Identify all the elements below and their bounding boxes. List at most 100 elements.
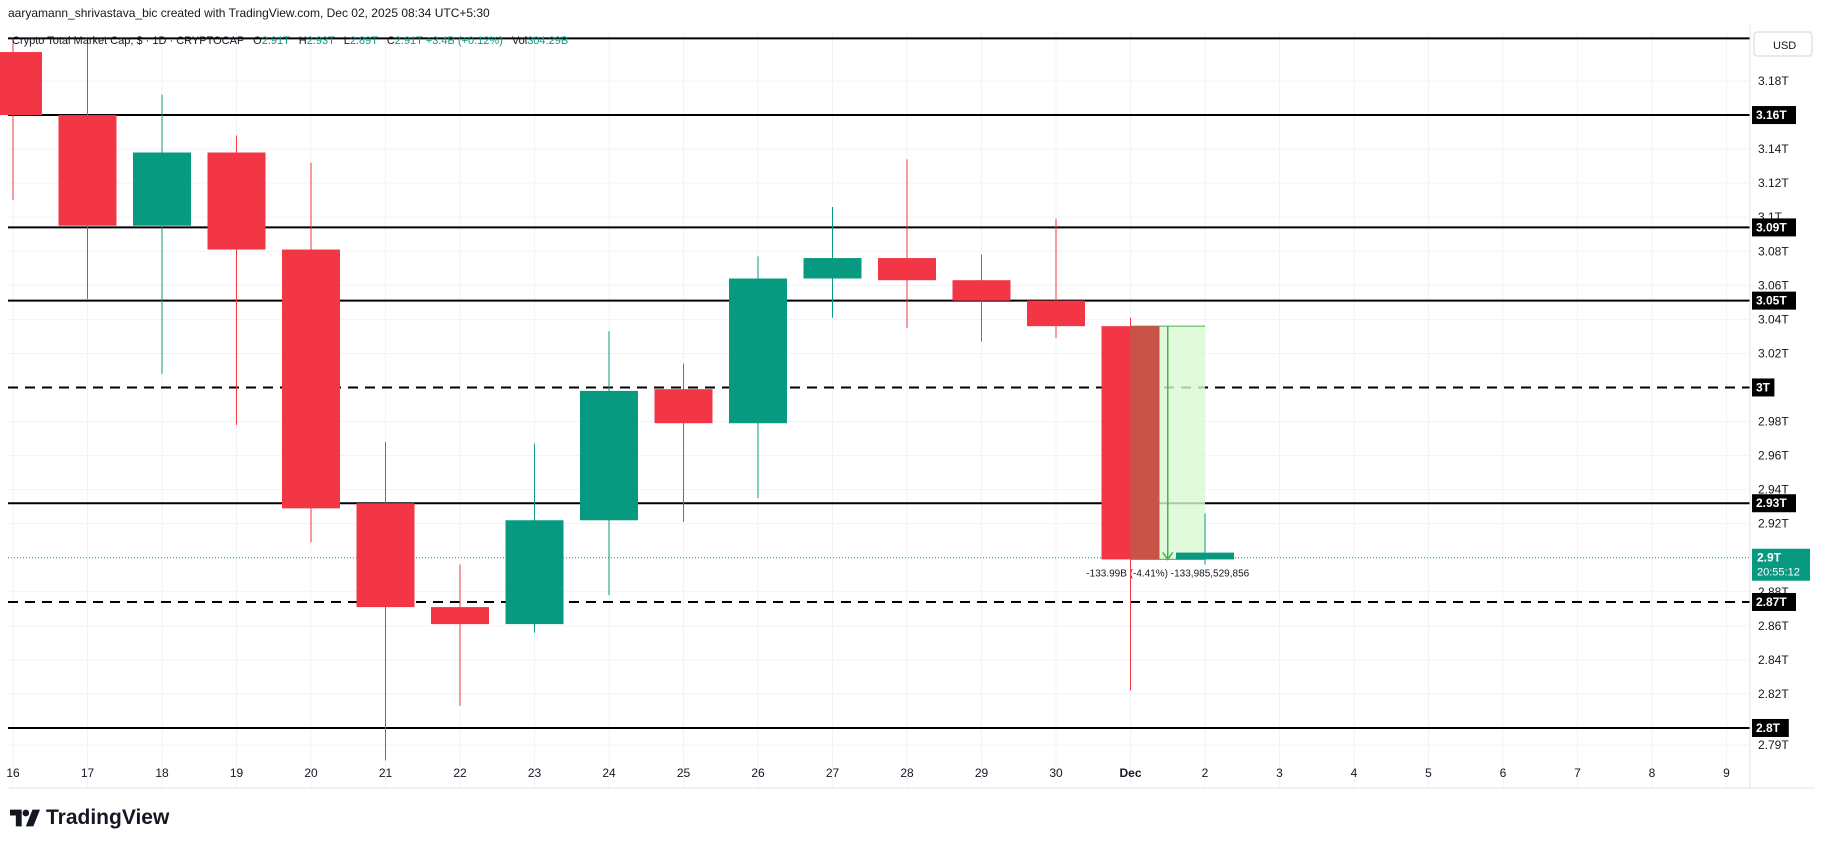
y-tick-label: 3.04T [1758,312,1789,326]
x-tick-label: 9 [1723,766,1730,780]
candle-body [133,152,191,226]
candle-body [282,249,340,509]
symbol-name: Crypto Total Market Cap, $ · 1D · CRYPTO… [12,35,245,47]
candle[interactable] [133,94,191,374]
x-tick-label: 29 [975,766,989,780]
y-tick-label: 2.82T [1758,687,1789,701]
candle[interactable] [207,135,266,425]
x-tick-label: 3 [1276,766,1283,780]
level-price-label-bg [1752,106,1796,125]
candle[interactable] [356,441,415,761]
candle[interactable] [431,564,489,706]
volume-value: 304.29B [527,35,569,47]
x-tick-label: 26 [751,766,765,780]
y-tick-label: 2.86T [1758,619,1789,633]
candle-body [729,278,787,424]
candle[interactable] [1176,513,1234,565]
measure-label: -133.99B (-4.41%) -133,985,529,856 [1086,568,1249,579]
candle-body [207,152,266,250]
x-tick-label: 24 [602,766,616,780]
level-price-label: 2.93T [1756,496,1787,510]
horizontal-levels [8,37,1750,729]
grid [8,30,1750,788]
x-tick-label: 5 [1425,766,1432,780]
tradingview-logo-icon [10,809,40,827]
volume-label: Vol [511,35,528,47]
low-label: L [343,35,350,47]
level-price-label: 2.8T [1756,721,1781,735]
candle[interactable] [505,443,564,633]
y-tick-label: 2.84T [1758,653,1789,667]
y-tick-label: 2.79T [1758,738,1789,752]
x-tick-label: 8 [1649,766,1656,780]
current-price-tag-bg [1752,548,1810,581]
bar-countdown: 20:55:12 [1757,567,1800,579]
level-price-label-bg [1752,378,1775,397]
close-value: 2.91T [394,35,423,47]
candle[interactable] [952,254,1011,342]
level-price-label: 3.05T [1756,294,1787,308]
candle[interactable] [58,38,117,299]
currency-box[interactable] [1753,31,1813,57]
y-tick-label: 3.02T [1758,346,1789,360]
y-tick-label: 2.94T [1758,483,1789,497]
currency-label: USD [1773,40,1796,52]
x-tick-label: 25 [677,766,691,780]
open-value: 2.91T [261,35,290,47]
price-scale-background [1750,30,1825,788]
candle-body [431,607,489,625]
x-tick-label: 30 [1049,766,1063,780]
candle[interactable] [654,363,713,522]
x-tick-label: Dec [1119,766,1141,780]
candle[interactable] [803,206,862,318]
y-tick-label: 3.18T [1758,74,1789,88]
candle[interactable] [282,162,340,543]
y-tick-label: 3.08T [1758,244,1789,258]
level-price-label: 3T [1756,380,1771,394]
level-price-label: 3.16T [1756,108,1787,122]
measure-overlap [1130,326,1160,560]
x-tick-label: 27 [826,766,840,780]
x-tick-label: 17 [81,766,95,780]
candle-body [1176,552,1234,560]
level-price-label-bg [1752,718,1789,737]
candle-body [1101,326,1160,560]
x-tick-label: 28 [900,766,914,780]
candle-body [505,520,564,625]
candle[interactable] [580,331,638,596]
candle-body [803,258,862,279]
level-price-label-bg [1752,592,1796,611]
candle-body [654,389,713,424]
candle-body [0,52,42,116]
x-tick-label: 4 [1351,766,1358,780]
candle[interactable] [0,38,42,201]
candle[interactable] [1027,218,1085,339]
level-price-label-bg [1752,291,1796,310]
x-tick-label: 6 [1500,766,1507,780]
level-price-label-bg [1752,494,1796,513]
candle-body [58,115,117,226]
candle[interactable] [729,256,787,499]
current-price-tag: 2.9T [1757,551,1782,565]
symbol-legend: Crypto Total Market Cap, $ · 1D · CRYPTO… [12,35,568,47]
x-tick-label: 23 [528,766,542,780]
candle-body [356,503,415,608]
x-tick-label: 7 [1574,766,1581,780]
candle[interactable] [878,159,936,328]
y-tick-label: 3.14T [1758,142,1789,156]
x-tick-label: 16 [6,766,20,780]
y-tick-label: 3.06T [1758,278,1789,292]
high-value: 2.93T [306,35,335,47]
y-tick-label: 2.96T [1758,449,1789,463]
level-price-label-bg [1752,218,1796,237]
y-tick-label: 3.12T [1758,176,1789,190]
level-price-label: 2.87T [1756,595,1787,609]
tradingview-logo-text: TradingView [46,806,170,829]
high-label: H [298,35,307,47]
tradingview-logo: TradingView [10,806,169,830]
candles [0,38,1234,761]
measure-arrow-head [1162,551,1174,561]
candle[interactable] [1101,317,1160,691]
low-value: 2.89T [349,35,378,47]
